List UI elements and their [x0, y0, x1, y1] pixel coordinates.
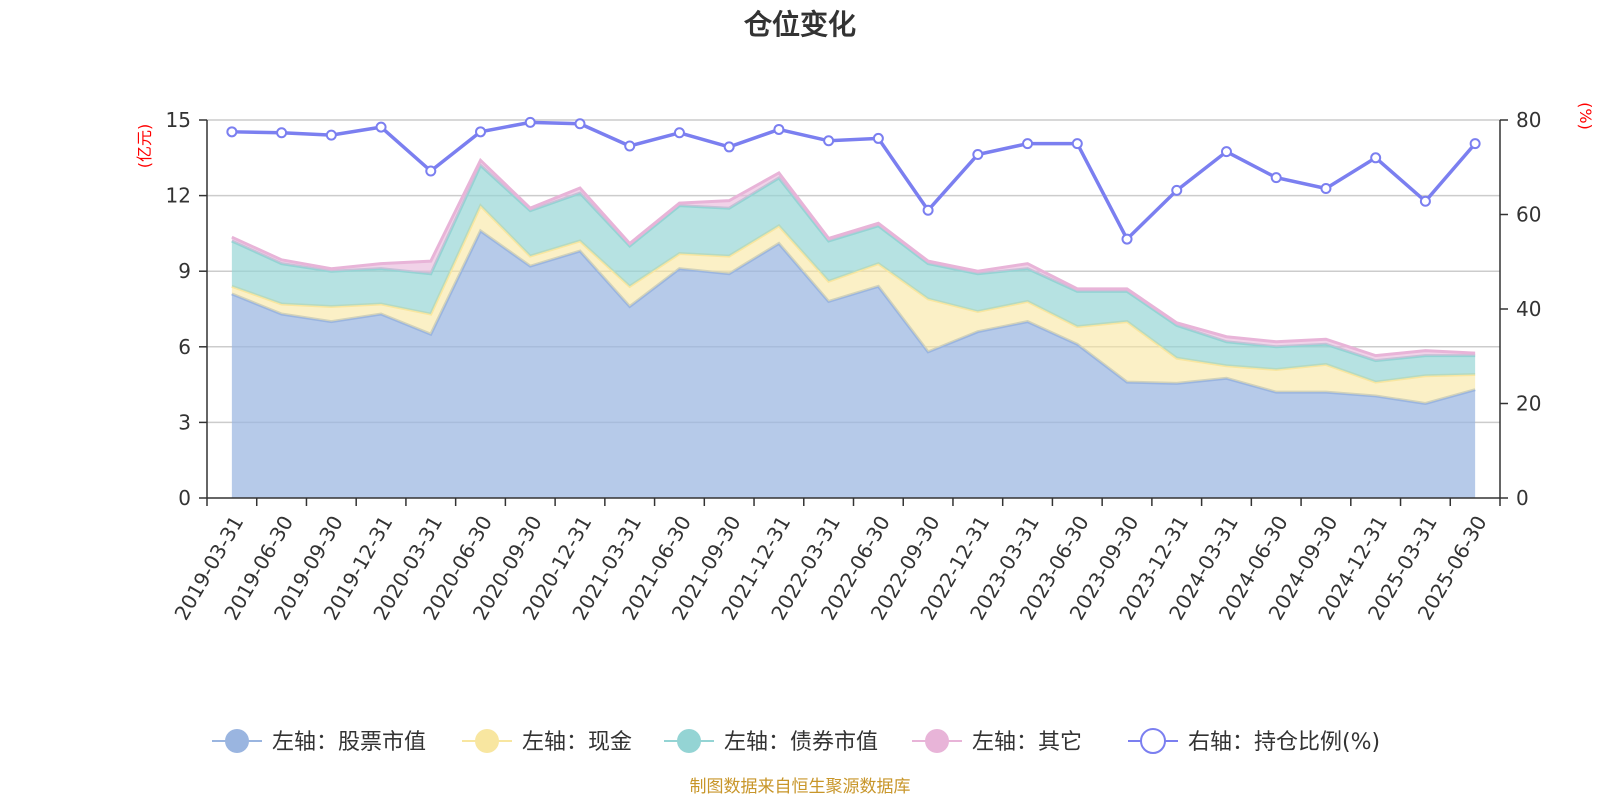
ratio-point [624, 140, 636, 152]
ratio-point [1370, 152, 1382, 164]
right-axis-tick-label: 40 [1516, 297, 1541, 321]
ratio-point [922, 204, 934, 216]
area-3 [231, 165, 1476, 383]
ratio-line-series [226, 116, 1481, 245]
legend-item-4: 左轴：其它 [912, 729, 1082, 755]
right-axis-tick-label: 80 [1516, 108, 1541, 132]
ratio-point [475, 126, 487, 138]
ratio-point [425, 165, 437, 177]
ratio-point [325, 129, 337, 141]
ratio-point [723, 141, 735, 153]
legend: 左轴：股票市值 左轴：现金 左轴：债券市值 左轴：其它 右轴：持仓比例(%) [212, 728, 1380, 755]
ratio-point [226, 126, 238, 138]
ratio-point [574, 118, 586, 130]
legend-item-3: 左轴：债券市值 [664, 729, 878, 755]
ratio-point [524, 116, 536, 128]
area-edge-4 [231, 157, 1476, 358]
ratio-point [1270, 172, 1282, 184]
ratio-point [1220, 146, 1232, 158]
ratio-point [1320, 183, 1332, 195]
ratio-point [972, 148, 984, 160]
stacked-areas [231, 157, 1476, 498]
area-2 [231, 205, 1476, 404]
right-axis-tick-label: 20 [1516, 392, 1541, 416]
ratio-point [1071, 138, 1083, 150]
legend-item-5: 右轴：持仓比例(%) [1128, 728, 1380, 755]
ratio-point [276, 127, 288, 139]
left-axis-tick-label: 9 [178, 259, 191, 283]
legend-label: 右轴：持仓比例(%) [1188, 730, 1380, 755]
ratio-point [823, 135, 835, 147]
ratio-line [231, 120, 1477, 242]
area-1 [231, 230, 1476, 498]
ratio-point [1121, 233, 1133, 245]
legend-marker [677, 729, 701, 753]
legend-marker [925, 729, 949, 753]
ratio-point [872, 132, 884, 144]
ratio-point [673, 127, 685, 139]
ratio-point [1171, 184, 1183, 196]
ratio-point [1419, 195, 1431, 207]
ratio-point [1469, 138, 1481, 150]
right-axis-unit: (%) [1576, 102, 1595, 130]
ratio-point [375, 121, 387, 133]
ratio-point [773, 123, 785, 135]
legend-item-2: 左轴：现金 [462, 729, 632, 755]
left-axis-tick-label: 12 [166, 184, 191, 208]
legend-marker [225, 729, 249, 753]
legend-label: 左轴：其它 [972, 730, 1082, 755]
right-axis-tick-label: 0 [1516, 486, 1529, 510]
right-axis-tick-label: 60 [1516, 203, 1541, 227]
left-axis-tick-label: 0 [178, 486, 191, 510]
legend-label: 左轴：股票市值 [272, 730, 426, 755]
legend-marker [1140, 728, 1166, 754]
left-axis-tick-label: 3 [178, 410, 191, 434]
ratio-point [1022, 138, 1034, 150]
chart-title: 仓位变化 [744, 8, 856, 41]
legend-item-1: 左轴：股票市值 [212, 729, 426, 755]
legend-marker [475, 729, 499, 753]
source-note: 制图数据来自恒生聚源数据库 [690, 777, 911, 797]
left-axis-tick-label: 6 [178, 335, 191, 359]
legend-label: 左轴：债券市值 [724, 730, 878, 755]
left-axis-tick-label: 15 [166, 108, 191, 132]
left-axis-unit: (亿元) [135, 124, 154, 169]
legend-label: 左轴：现金 [522, 730, 632, 755]
